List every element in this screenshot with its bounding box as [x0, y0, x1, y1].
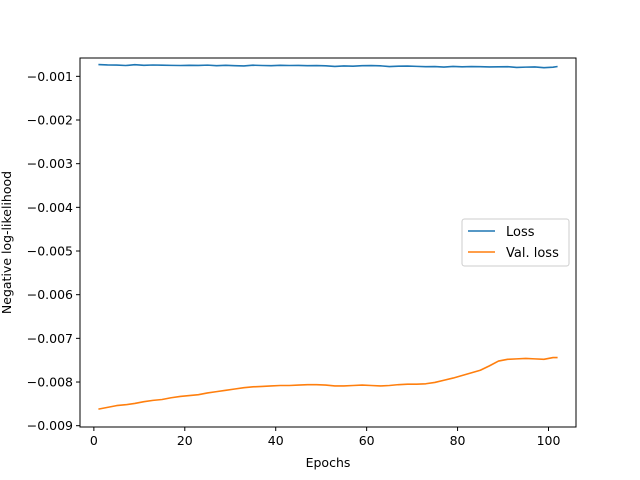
y-tick-label: −0.007: [27, 331, 73, 346]
legend-label: Loss: [506, 225, 535, 240]
x-tick-label: 100: [537, 433, 561, 448]
series-line-val-loss: [98, 356, 558, 410]
y-axis-label: Negative log-likelihood: [0, 171, 14, 314]
y-tick-label: −0.009: [27, 418, 73, 433]
y-axis: −0.001 −0.002 −0.003 −0.004 −0.005 −0.006 −0.0…: [27, 69, 80, 433]
x-tick-label: 40: [268, 433, 284, 448]
y-tick-label: −0.003: [27, 156, 73, 171]
y-tick-label: −0.002: [27, 113, 73, 128]
x-axis: 0 20 40 60 80 100: [90, 427, 561, 448]
x-tick-label: 20: [177, 433, 193, 448]
x-tick-label: 60: [359, 433, 375, 448]
y-tick-label: −0.004: [27, 200, 73, 215]
x-tick-label: 80: [450, 433, 466, 448]
y-tick-label: −0.005: [27, 244, 73, 259]
series-layer: [98, 63, 558, 410]
series-line-loss: [98, 63, 558, 69]
legend-label: Val. loss: [506, 246, 559, 261]
x-tick-label: 0: [90, 433, 98, 448]
y-tick-label: −0.008: [27, 375, 73, 390]
legend: Loss Val. loss: [461, 218, 570, 267]
y-tick-label: −0.006: [27, 287, 73, 302]
x-axis-label: Epochs: [306, 455, 351, 470]
plot-frame: [79, 57, 577, 428]
y-tick-label: −0.001: [27, 69, 73, 84]
